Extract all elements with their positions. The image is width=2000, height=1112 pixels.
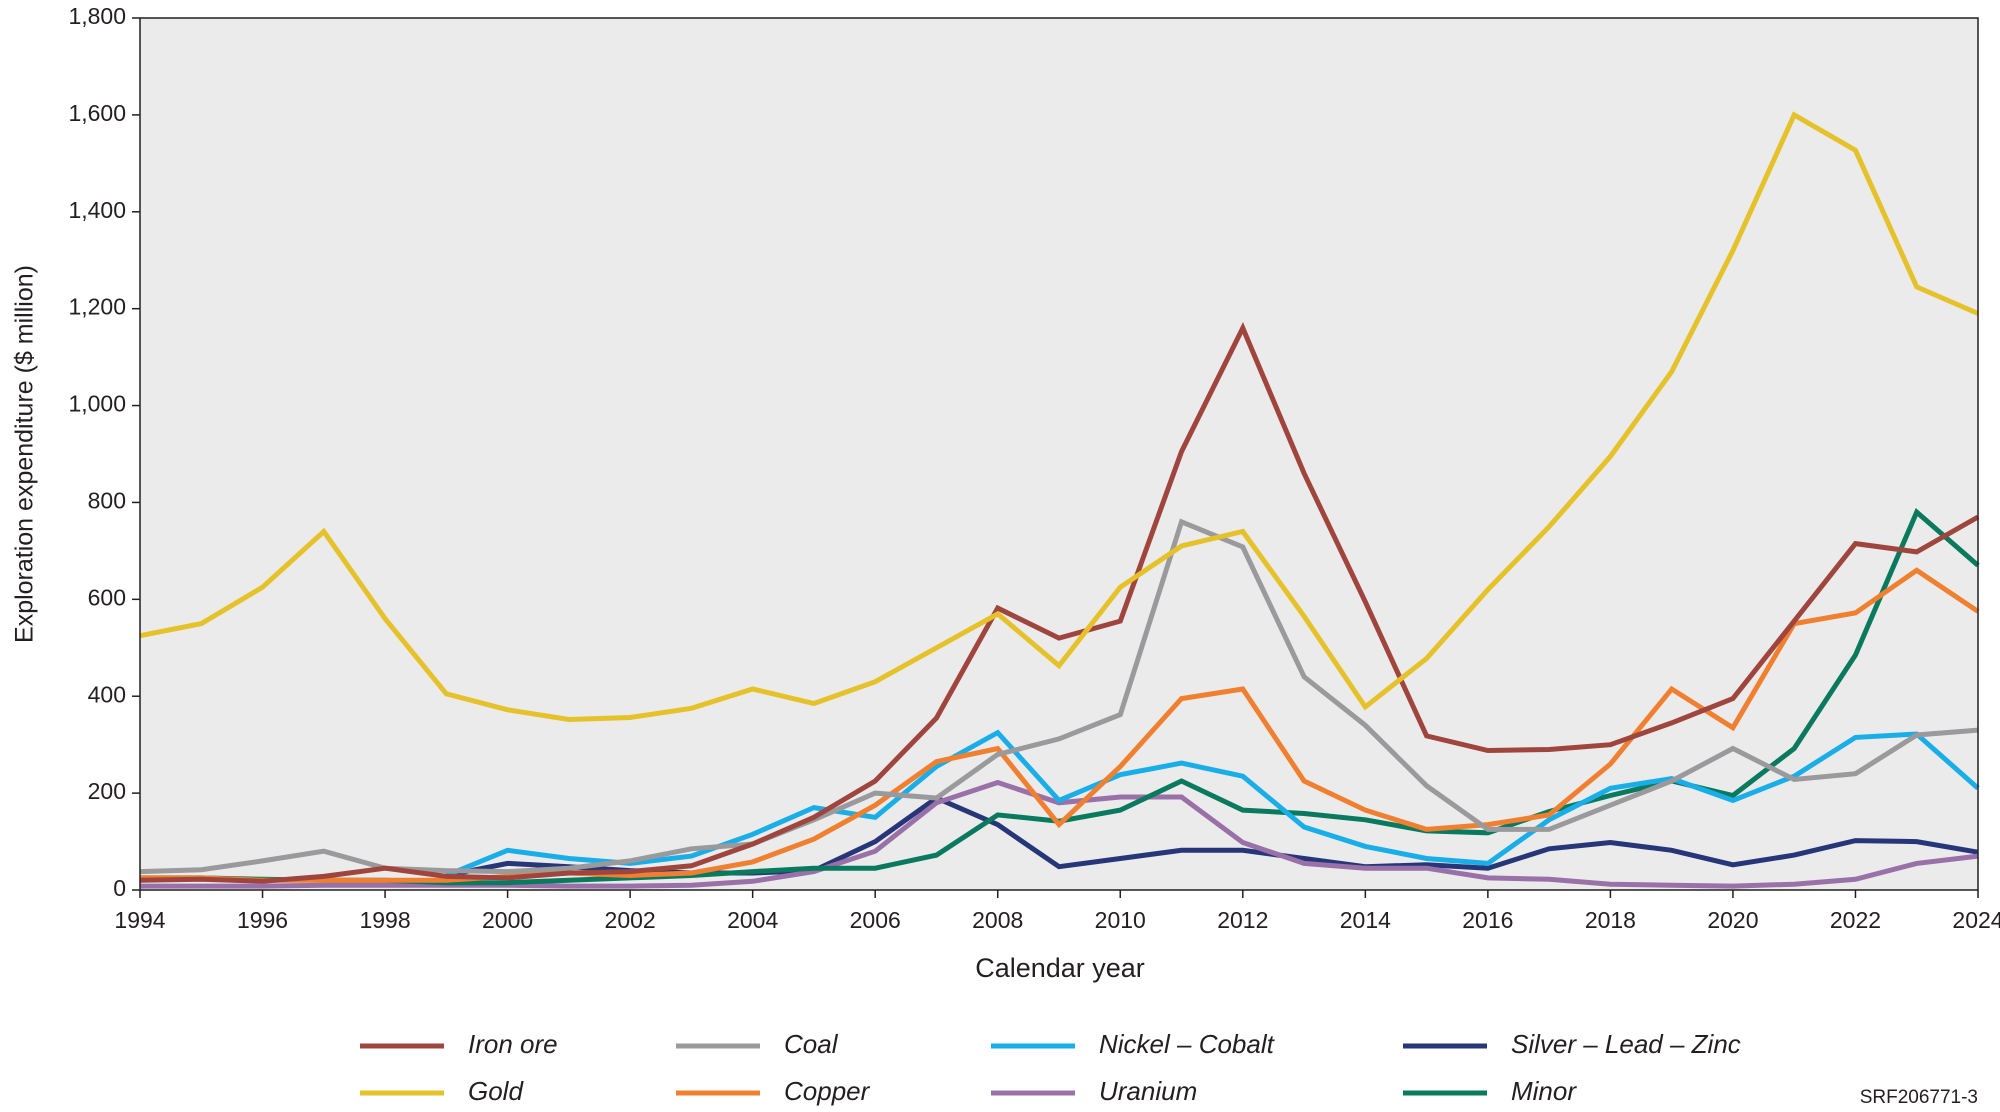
y-tick-label: 1,600 [68, 100, 126, 126]
x-tick-label: 2024 [1952, 907, 2000, 933]
legend-label: Uranium [1099, 1076, 1197, 1106]
x-tick-label: 2020 [1707, 907, 1758, 933]
legend-label: Silver – Lead – Zinc [1511, 1029, 1741, 1059]
x-tick-label: 2014 [1340, 907, 1391, 933]
legend-label: Minor [1511, 1076, 1577, 1106]
series-line [445, 729, 1980, 878]
x-tick-label: 1996 [237, 907, 288, 933]
series-line [139, 111, 1979, 723]
y-tick-label: 1,200 [68, 294, 126, 320]
x-tick-label: 2010 [1095, 907, 1146, 933]
x-tick-label: 2012 [1217, 907, 1268, 933]
x-tick-label: 2004 [727, 907, 778, 933]
y-tick-label: 600 [88, 584, 126, 610]
x-tick-label: 1998 [359, 907, 410, 933]
y-axis-title: Exploration expenditure ($ million) [11, 265, 39, 643]
x-tick-label: 2018 [1585, 907, 1636, 933]
x-tick-label: 2016 [1462, 907, 1513, 933]
legend-label: Coal [784, 1029, 839, 1059]
x-tick-label: 2008 [972, 907, 1023, 933]
legend-label: Gold [468, 1076, 524, 1106]
plot-background [140, 18, 1978, 890]
y-tick-label: 200 [88, 778, 126, 804]
x-tick-label: 2006 [850, 907, 901, 933]
y-tick-label: 400 [88, 681, 126, 707]
series-line [140, 567, 1980, 883]
legend-label: Copper [784, 1076, 871, 1106]
legend-label: Iron ore [468, 1029, 558, 1059]
legend-label: Nickel – Cobalt [1099, 1029, 1276, 1059]
y-tick-label: 0 [113, 875, 126, 901]
x-tick-label: 1994 [114, 907, 165, 933]
x-tick-label: 2002 [605, 907, 656, 933]
y-tick-label: 1,000 [68, 391, 126, 417]
source-note: SRF206771-3 [1860, 1087, 1978, 1108]
y-tick-label: 1,800 [68, 3, 126, 29]
x-axis-title: Calendar year [975, 953, 1145, 983]
x-tick-label: 2000 [482, 907, 533, 933]
y-tick-label: 800 [88, 488, 126, 514]
y-tick-label: 1,400 [68, 197, 126, 223]
series-line [139, 518, 1979, 875]
series-line [139, 322, 1980, 884]
x-tick-label: 2022 [1830, 907, 1881, 933]
plot-frame [139, 17, 1979, 891]
